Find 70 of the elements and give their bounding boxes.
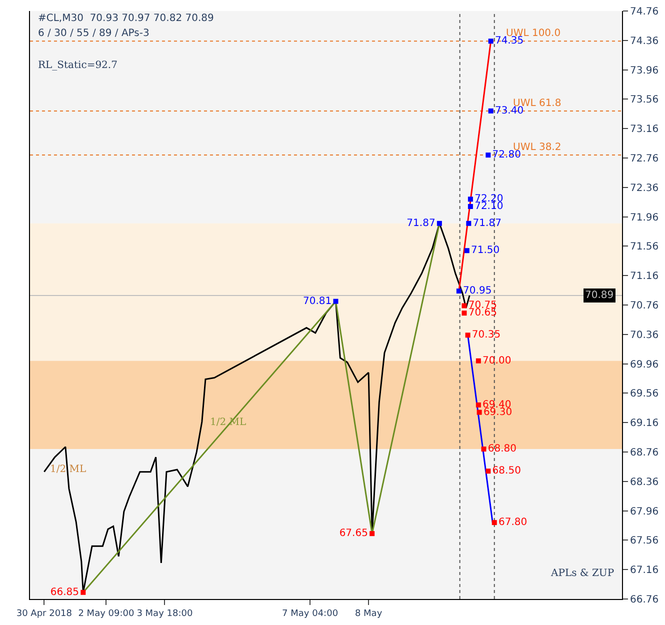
point (468, 196, 473, 202)
data-label: 68.50 (492, 466, 521, 477)
point (488, 108, 494, 114)
data-label: 66.85 (50, 586, 80, 598)
y-tick-label: 73.16 (630, 124, 659, 136)
data-label: 74.35 (494, 36, 524, 47)
point (486, 152, 491, 158)
annotation: 1/2 ML (210, 417, 247, 428)
y-tick-label: 74.76 (630, 6, 659, 18)
point (476, 358, 481, 364)
point (462, 303, 467, 308)
data-label: 67.65 (339, 528, 368, 540)
point (492, 520, 497, 526)
y-tick-label: 72.76 (630, 154, 659, 164)
y-tick-label: 66.76 (630, 594, 659, 606)
annotation: 1/2 ML (50, 464, 87, 475)
data-label: 71.87 (406, 218, 436, 229)
point (488, 38, 494, 44)
point (464, 248, 470, 254)
y-tick-label: 73.56 (630, 94, 659, 106)
point (468, 204, 473, 210)
data-label: 67.80 (498, 517, 528, 528)
ref-line-label: 70.89 (585, 290, 614, 301)
data-label: 71.87 (472, 218, 502, 229)
y-tick-label: 70.76 (630, 300, 659, 312)
y-tick-label: 74.36 (630, 36, 659, 47)
x-tick-label: 30 Apr 2018 (16, 608, 72, 619)
data-label: 70.35 (472, 330, 501, 341)
point (476, 410, 482, 415)
point (486, 468, 491, 474)
y-tick-label: 72.36 (630, 182, 659, 194)
point (370, 531, 375, 536)
y-tick-label: 71.56 (630, 242, 659, 253)
point (436, 220, 442, 226)
x-tick-label: 8 May (354, 608, 383, 619)
y-tick-label: 67.56 (630, 536, 659, 547)
chart-title: #CL,M30 70.93 70.97 70.82 70.89 (38, 13, 214, 24)
annotation: RL_Static=92.7 (38, 60, 118, 71)
point (465, 332, 470, 338)
data-label: 73.40 (494, 105, 524, 116)
point (476, 402, 481, 408)
y-tick-label: 71.16 (630, 271, 659, 282)
data-label: 68.80 (488, 444, 517, 455)
annotation: APLs & ZUP (550, 568, 614, 579)
y-tick-label: 69.96 (630, 359, 659, 370)
y-tick-label: 73.96 (630, 65, 659, 76)
data-label: 71.50 (471, 245, 500, 256)
data-label: 70.81 (302, 296, 332, 307)
data-label: 72.80 (492, 150, 521, 161)
point (80, 590, 86, 595)
point (456, 288, 462, 294)
point (333, 298, 338, 304)
x-tick-label: 7 May 04:00 (282, 608, 338, 619)
y-tick-label: 71.96 (630, 212, 659, 224)
y-tick-label: 68.76 (630, 448, 659, 458)
data-label: 70.00 (482, 355, 512, 366)
data-label: 70.95 (463, 286, 492, 297)
y-tick-label: 67.96 (630, 506, 659, 518)
data-label: 69.30 (483, 406, 512, 418)
text: 6 / 30 / 55 / 89 / APs-3 (38, 28, 150, 39)
point (481, 446, 486, 452)
point (462, 310, 467, 316)
y-tick-label: 68.36 (630, 476, 659, 488)
y-tick-label: 70.36 (630, 330, 659, 341)
x-tick-label: 3 May 18:00 (136, 608, 193, 619)
y-tick-label: 69.56 (630, 388, 659, 400)
y-tick-label: 67.16 (630, 565, 659, 576)
x-tick-label: 2 May 09:00 (78, 608, 134, 619)
y-tick-label: 69.16 (630, 418, 659, 430)
point (466, 220, 472, 226)
